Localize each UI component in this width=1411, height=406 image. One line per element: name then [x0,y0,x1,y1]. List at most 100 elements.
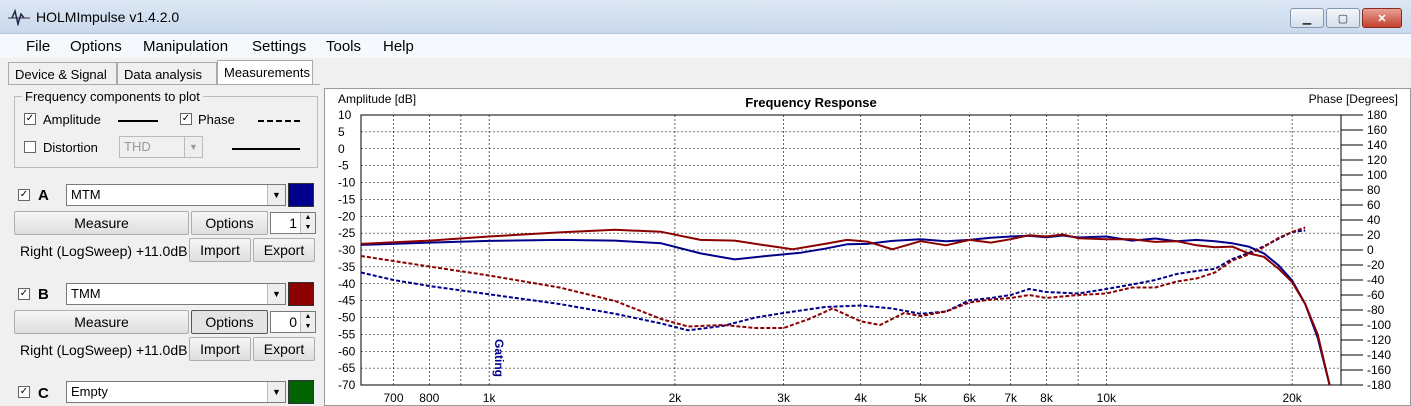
measurement-a-color-swatch[interactable] [288,183,314,207]
measurement-b-name: TMM [71,286,101,301]
measurement-a-name: MTM [71,187,101,202]
series-a-phase [360,229,1306,332]
measurement-b-color-swatch[interactable] [288,282,314,306]
y2-tick-label: -120 [1367,333,1391,347]
x-tick-label: 4k [854,391,868,405]
y2-tick-label: -100 [1367,318,1391,332]
y2-tick-label: 140 [1367,138,1387,152]
x-tick-label: 1k [483,391,497,405]
phase-label: Phase [198,112,235,127]
y-tick-label: 5 [338,125,345,139]
menu-help[interactable]: Help [383,38,414,55]
measurement-a-name-select[interactable]: MTM ▼ [66,184,286,206]
distortion-label: Distortion [43,140,98,155]
y2-tick-label: -140 [1367,348,1391,362]
measurement-b-options-button[interactable]: Options [191,310,268,334]
tab-measurements[interactable]: Measurements [217,60,313,84]
stepper-down-icon[interactable]: ▼ [300,322,315,332]
phase-checkbox[interactable]: ✓ [180,113,192,125]
chart-annotations: Gating [492,339,506,377]
x-tick-label: 6k [963,391,977,405]
y2-tick-label: 80 [1367,183,1381,197]
measurement-a-info: Right (LogSweep) +11.0dB [20,243,188,259]
measurement-a-measure-button[interactable]: Measure [14,211,189,235]
menu-bar: File Options Manipulation Settings Tools… [0,34,1411,58]
y-tick-label: -70 [338,378,356,392]
y-tick-label: 10 [338,108,352,122]
chevron-down-icon: ▼ [267,382,285,402]
measurement-c-color-swatch[interactable] [288,380,314,404]
y-tick-label: -15 [338,192,356,206]
stepper-up-icon[interactable]: ▲ [300,312,315,322]
measurement-a-checkbox[interactable]: ✓ [18,189,30,201]
y-tick-label: -60 [338,344,356,358]
measurement-c-name-select[interactable]: Empty ▼ [66,381,286,403]
measurement-b-measure-button[interactable]: Measure [14,310,189,334]
y-tick-label: -5 [338,159,349,173]
y2-tick-label: -20 [1367,258,1385,272]
y-tick-label: -25 [338,226,356,240]
close-button[interactable]: ✕ [1362,8,1402,28]
x-tick-label: 2k [669,391,683,405]
measurement-b-info: Right (LogSweep) +11.0dB [20,342,188,358]
phase-line-sample [258,120,300,122]
measurement-c-letter: C [38,385,49,402]
y2-tick-label: 120 [1367,153,1387,167]
measurement-b-name-select[interactable]: TMM ▼ [66,283,286,305]
gating-annotation: Gating [492,339,506,377]
tab-device-signal[interactable]: Device & Signal [8,62,117,84]
distortion-select[interactable]: THD ▼ [119,136,203,158]
tab-data-analysis[interactable]: Data analysis [117,62,217,84]
x-tick-label: 5k [914,391,928,405]
chart-y-axis-label: Amplitude [dB] [338,92,416,106]
y2-tick-label: -80 [1367,303,1385,317]
y-tick-label: -40 [338,277,356,291]
series-a-amplitude [360,234,1331,386]
chart-y2-axis-label: Phase [Degrees] [1309,92,1398,106]
amplitude-line-sample [118,120,158,122]
y-tick-label: 0 [338,142,345,156]
minimize-button[interactable]: ▁ [1290,8,1324,28]
stepper-down-icon[interactable]: ▼ [300,223,315,233]
measurement-a-export-button[interactable]: Export [253,238,315,262]
y2-tick-label: -40 [1367,273,1385,287]
y-tick-label: -45 [338,294,356,308]
x-tick-label: 3k [777,391,791,405]
measurement-b-count-stepper[interactable]: 0 ▲ ▼ [270,311,316,333]
x-tick-label: 8k [1040,391,1054,405]
measurement-b-import-button[interactable]: Import [189,337,251,361]
y2-tick-label: 20 [1367,228,1381,242]
chart-ticks: 1050-5-10-15-20-25-30-35-40-45-50-55-60-… [338,108,1391,405]
y2-tick-label: 100 [1367,168,1387,182]
plot-components-title: Frequency components to plot [22,89,203,104]
frequency-response-chart[interactable]: Frequency Response Amplitude [dB] Phase … [324,88,1411,406]
amplitude-checkbox[interactable]: ✓ [24,113,36,125]
y-tick-label: -20 [338,209,356,223]
x-tick-label: 800 [419,391,439,405]
y2-tick-label: 60 [1367,198,1381,212]
menu-settings[interactable]: Settings [252,38,307,55]
y2-tick-label: -180 [1367,378,1391,392]
menu-options[interactable]: Options [70,38,122,55]
distortion-select-value: THD [124,139,151,154]
menu-manipulation[interactable]: Manipulation [143,38,229,55]
measurement-c-checkbox[interactable]: ✓ [18,386,30,398]
measurement-b-export-button[interactable]: Export [253,337,315,361]
menu-file[interactable]: File [26,38,51,55]
measurements-panel [8,84,320,406]
menu-tools[interactable]: Tools [326,38,362,55]
stepper-up-icon[interactable]: ▲ [300,213,315,223]
minimize-icon: ▁ [1302,12,1312,25]
measurement-a-letter: A [38,187,49,204]
measurement-a-import-button[interactable]: Import [189,238,251,262]
measurement-a-count-stepper[interactable]: 1 ▲ ▼ [270,212,316,234]
measurement-b-checkbox[interactable]: ✓ [18,288,30,300]
chart-series [360,226,1331,386]
maximize-button[interactable]: ▢ [1326,8,1360,28]
y2-tick-label: 0 [1367,243,1374,257]
measurement-a-options-button[interactable]: Options [191,211,268,235]
distortion-line-sample [232,148,300,150]
chevron-down-icon: ▼ [267,185,285,205]
y-tick-label: -10 [338,176,356,190]
distortion-checkbox[interactable] [24,141,36,153]
